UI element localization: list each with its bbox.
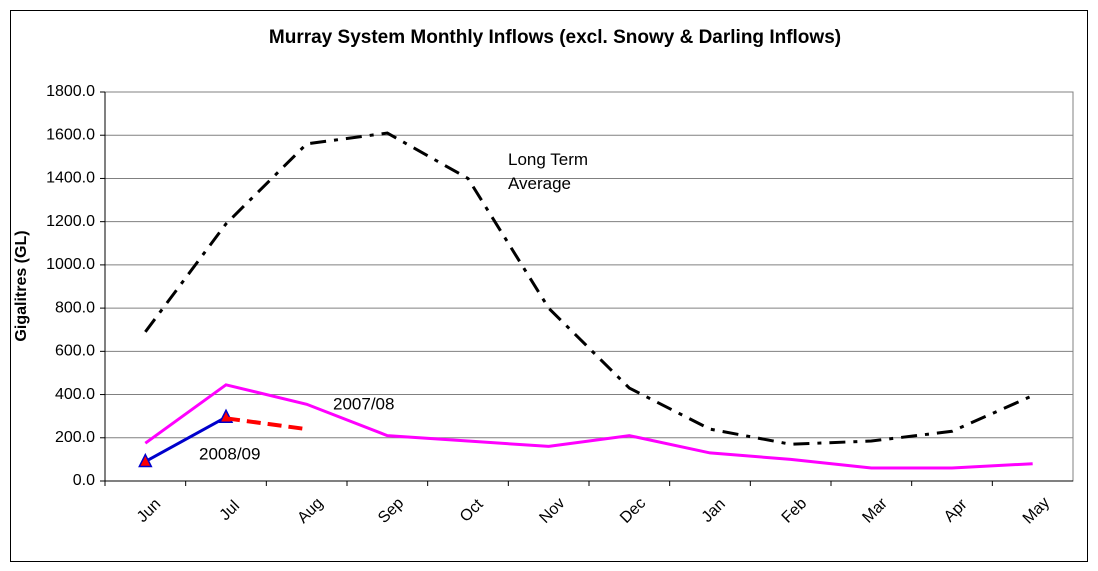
y-tick-label: 200.0	[55, 429, 95, 446]
series-line	[144, 131, 1034, 446]
y-tick-label: 800.0	[55, 299, 95, 316]
series-label: 2007/08	[333, 394, 394, 413]
series-line	[144, 383, 1033, 470]
marker	[138, 452, 153, 468]
chart-title: Murray System Monthly Inflows (excl. Sno…	[269, 27, 841, 48]
y-tick-label: 0.0	[73, 472, 95, 489]
y-tick-label: 1600.0	[46, 126, 95, 143]
series-label: 2008/09	[199, 444, 260, 463]
y-axis-label: Gigalitres (GL)	[13, 230, 30, 341]
y-tick-label: 600.0	[55, 343, 95, 360]
y-tick-label: 1200.0	[46, 213, 95, 230]
y-tick-label: 1400.0	[46, 170, 95, 187]
y-tick-label: 1800.0	[46, 83, 95, 100]
series-line	[144, 415, 227, 463]
y-tick-label: 400.0	[55, 386, 95, 403]
plot-area	[104, 91, 1074, 482]
y-tick-label: 1000.0	[46, 256, 95, 273]
series-line	[225, 416, 307, 432]
series-label: Long Term Average	[508, 150, 589, 193]
